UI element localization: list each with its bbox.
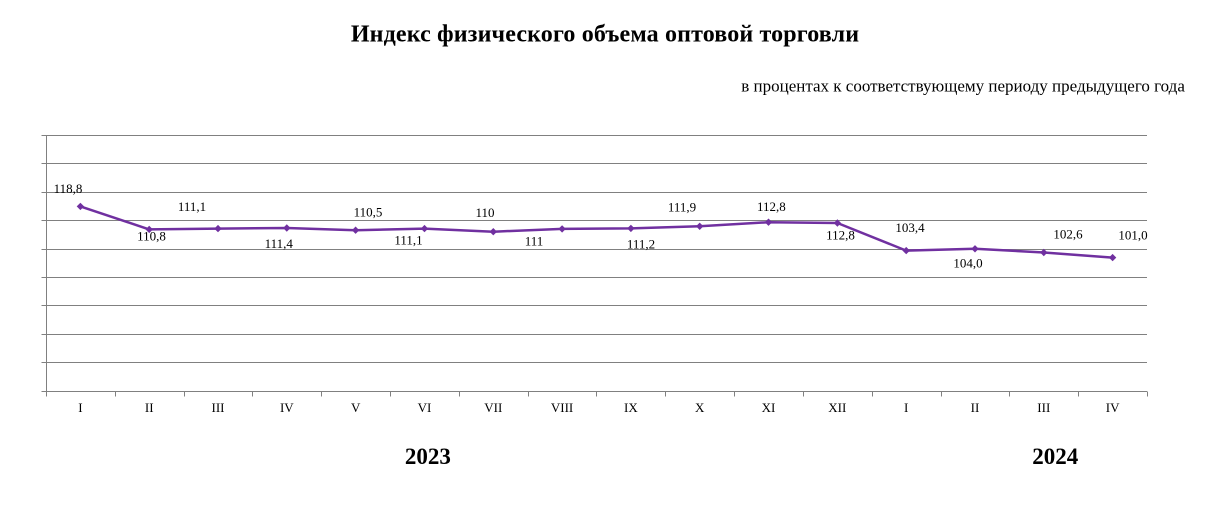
svg-text:101,0: 101,0 (1118, 228, 1147, 243)
svg-text:111: 111 (525, 233, 544, 248)
svg-text:2024: 2024 (1032, 444, 1079, 469)
svg-text:VII: VII (484, 400, 502, 415)
svg-text:IV: IV (280, 400, 294, 415)
svg-text:IV: IV (1106, 400, 1120, 415)
svg-text:112,8: 112,8 (757, 199, 786, 214)
svg-text:111,1: 111,1 (394, 232, 422, 247)
svg-text:110: 110 (475, 205, 494, 220)
svg-text:104,0: 104,0 (953, 256, 982, 271)
svg-text:III: III (212, 400, 225, 415)
svg-text:111,4: 111,4 (265, 236, 294, 251)
svg-text:103,4: 103,4 (895, 220, 925, 235)
svg-text:111,1: 111,1 (178, 199, 206, 214)
svg-text:111,9: 111,9 (668, 200, 696, 215)
svg-text:II: II (145, 400, 154, 415)
svg-text:в процентах к соответствующему: в процентах к соответствующему периоду п… (741, 76, 1185, 95)
svg-text:XII: XII (828, 400, 846, 415)
svg-text:X: X (695, 400, 705, 415)
svg-text:Индекс физического объема опто: Индекс физического объема оптовой торгов… (351, 22, 859, 48)
svg-text:112,8: 112,8 (826, 228, 855, 243)
svg-text:I: I (78, 400, 82, 415)
svg-text:VIII: VIII (551, 400, 573, 415)
svg-text:IX: IX (624, 400, 638, 415)
svg-text:XI: XI (762, 400, 776, 415)
svg-text:V: V (351, 400, 361, 415)
svg-text:110,8: 110,8 (137, 228, 166, 243)
svg-text:I: I (904, 400, 908, 415)
svg-text:II: II (971, 400, 980, 415)
svg-text:110,5: 110,5 (354, 204, 383, 219)
svg-text:III: III (1037, 400, 1050, 415)
svg-text:102,6: 102,6 (1053, 227, 1083, 242)
svg-text:2023: 2023 (405, 444, 451, 469)
svg-text:VI: VI (418, 400, 432, 415)
svg-text:118,8: 118,8 (54, 181, 83, 196)
svg-text:111,2: 111,2 (627, 237, 655, 252)
